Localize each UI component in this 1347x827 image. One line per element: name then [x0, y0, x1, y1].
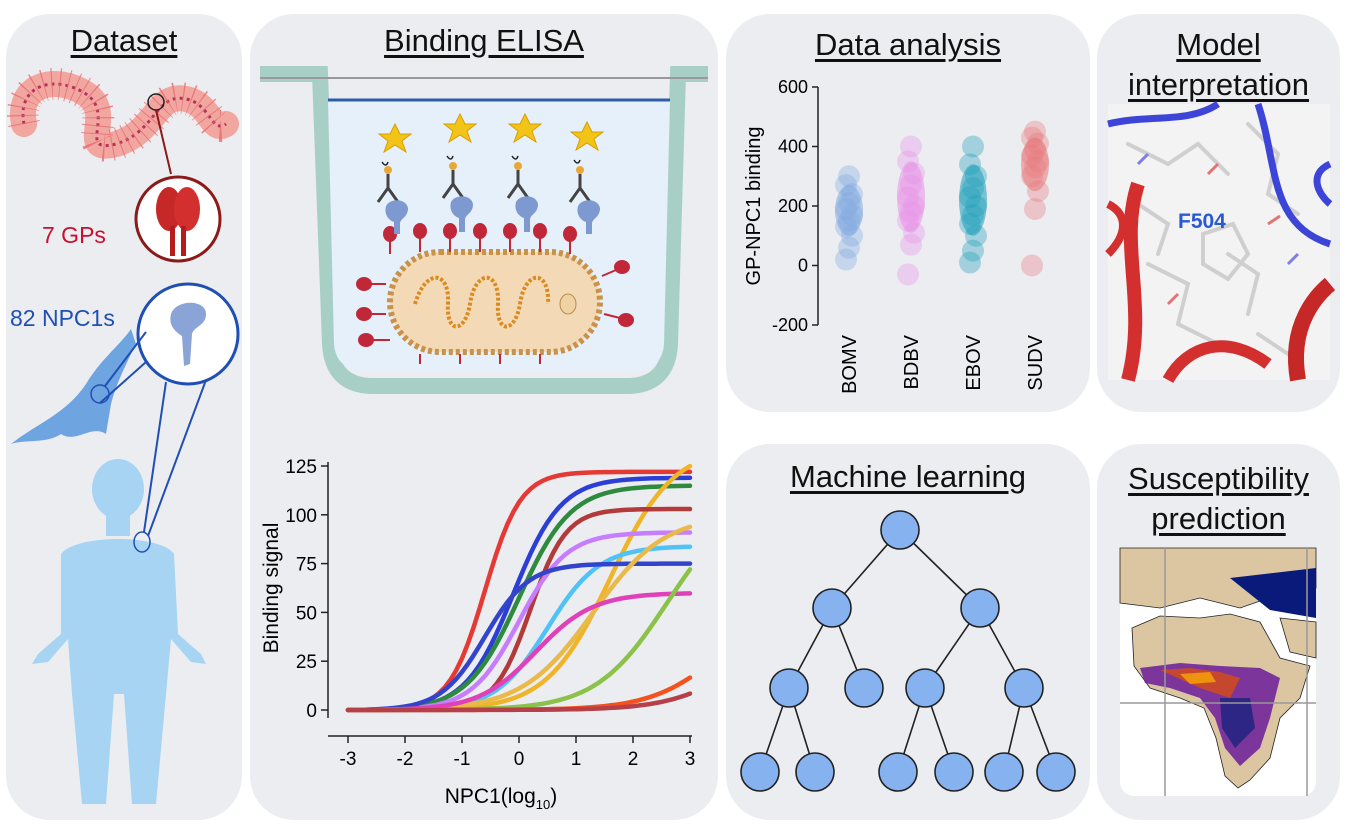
scatter-point-bdbv [900, 135, 922, 158]
tree-node [1036, 752, 1076, 792]
human-icon [32, 459, 206, 804]
x-tick-label-bdbv: BDBV [901, 334, 923, 389]
x-tick-label-bomv: BOMV [839, 334, 861, 394]
binding-curve-13 [345, 691, 693, 713]
x-tick-label: 1 [571, 749, 582, 770]
binding-curve-7 [345, 544, 693, 713]
protein-structure-image: F504 [1105, 101, 1336, 384]
tree-node [878, 752, 918, 792]
x-tick-label: -3 [340, 749, 357, 770]
virion-icon [387, 249, 603, 355]
x-tick-label: -1 [454, 749, 471, 770]
y-axis-label: GP-NPC1 binding [743, 127, 765, 286]
binding-scatter-chart: -200 0 200 400 600 GP-NPC1 binding BOMV BDBV EBO… [743, 77, 1049, 394]
y-tick-label: 25 [296, 652, 317, 673]
scatter-point-ebov [962, 239, 984, 262]
binding-curve-chart: 0 25 50 75 100 125 -3 -2 -1 0 1 2 3 Binding signal NPC… [260, 457, 696, 812]
scatter-cluster-bomv [835, 185, 863, 236]
y-tick-label: 0 [306, 701, 317, 722]
elisa-well-illustration [260, 66, 708, 394]
scatter-point-ebov [959, 251, 981, 274]
africa-susceptibility-map [1119, 547, 1317, 796]
y-tick-label: 400 [778, 137, 808, 157]
residue-label: F504 [1178, 210, 1226, 233]
well-outer [260, 66, 708, 394]
analysis-title: Data analysis [814, 27, 1002, 62]
bat-icon [11, 329, 136, 444]
x-tick-label-sudv: SUDV [1025, 334, 1047, 390]
dataset-illustration [7, 68, 240, 804]
scatter-point-bomv [838, 236, 860, 259]
binding-curve-10 [345, 591, 693, 713]
tree-node [795, 752, 835, 792]
scatter-cluster-sudv [1021, 137, 1049, 192]
y-tick-label: 0 [798, 256, 808, 276]
tree-node [844, 668, 884, 708]
tree-node [905, 668, 945, 708]
tree-node [934, 752, 974, 792]
scatter-point-bdbv [897, 263, 919, 286]
interpretation-title-line2: interpretation [1128, 67, 1309, 102]
npc1-receptor-icon [170, 302, 206, 366]
scatter-point-sudv [1024, 120, 1046, 143]
scatter-cluster-bdbv [897, 161, 925, 233]
prediction-title-line2: prediction [1151, 501, 1286, 536]
y-tick-label: 125 [285, 457, 317, 478]
y-tick-label: 75 [296, 555, 317, 576]
glycoprotein-icon [156, 187, 200, 256]
tree-node [984, 752, 1024, 792]
scatter-cluster-ebov [959, 164, 987, 236]
x-tick-label: 3 [685, 749, 696, 770]
y-axis-label: Binding signal [260, 523, 283, 654]
x-axis-label: NPC1(log10) [445, 785, 558, 812]
scatter-point-bomv [838, 165, 860, 188]
y-tick-label: 600 [778, 77, 808, 97]
x-tick-label-ebov: EBOV [963, 334, 985, 390]
y-tick-label: 200 [778, 196, 808, 216]
y-tick-label: -200 [772, 315, 808, 335]
tree-node [740, 752, 780, 792]
npc1-label: 82 NPC1s [10, 305, 115, 331]
y-tick-label: 50 [296, 603, 317, 624]
scatter-point-bomv [835, 248, 857, 271]
tree-node [1004, 668, 1044, 708]
x-tick-label: 0 [514, 749, 525, 770]
ml-title: Machine learning [789, 459, 1027, 494]
detection-complexes [376, 112, 605, 234]
decision-tree-diagram [740, 510, 1076, 792]
ebola-virus-icon [10, 71, 239, 159]
binding-curve-5 [345, 506, 693, 713]
y-tick-label: 100 [285, 506, 317, 527]
scatter-point-sudv [1021, 254, 1043, 277]
tree-node [769, 668, 809, 708]
x-tick-label: -2 [397, 749, 414, 770]
dataset-title: Dataset [70, 23, 178, 58]
x-tick-label: 2 [628, 749, 639, 770]
elisa-title: Binding ELISA [384, 23, 584, 58]
tree-node [812, 588, 852, 628]
prediction-title-line1: Susceptibility [1128, 461, 1309, 496]
scatter-point-sudv [1024, 197, 1046, 220]
scatter-point-bdbv [900, 233, 922, 256]
gps-label: 7 GPs [42, 222, 106, 248]
tree-node [880, 510, 920, 550]
interpretation-title-line1: Model [1176, 27, 1261, 62]
scatter-point-ebov [962, 135, 984, 158]
tree-node [960, 588, 1000, 628]
